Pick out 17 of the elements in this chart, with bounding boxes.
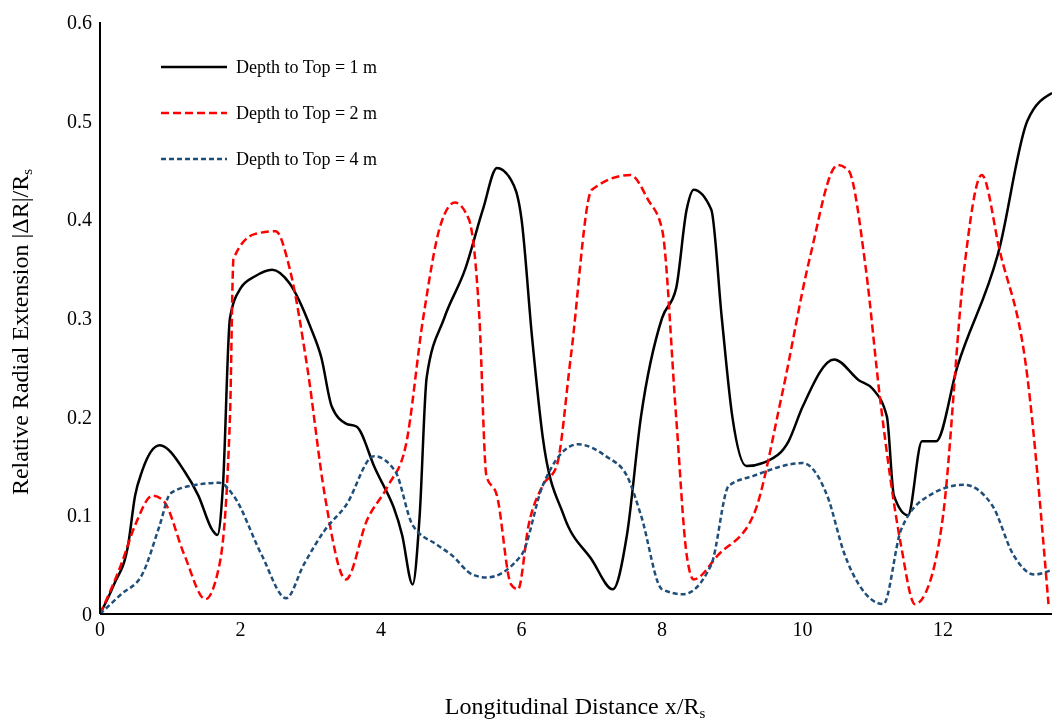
y-tick-label: 0.2 (67, 405, 92, 428)
x-tick-label: 4 (376, 618, 387, 641)
legend-label: Depth to Top = 1 m (236, 56, 378, 78)
x-tick-label: 8 (657, 618, 668, 641)
y-tick-label: 0.6 (67, 11, 92, 34)
x-tick-label: 6 (516, 618, 527, 641)
y-tick-label: 0 (82, 603, 92, 626)
x-tick-label: 2 (235, 618, 246, 641)
x-tick-label: 12 (933, 618, 954, 641)
y-tick-label: 0.5 (67, 109, 92, 132)
legend-label: Depth to Top = 4 m (236, 148, 378, 170)
x-tick-label: 10 (792, 618, 813, 641)
y-tick-label: 0.3 (67, 307, 92, 330)
x-axis-title: Longitudinal Distance x/R$_{s}$ (444, 693, 706, 721)
y-tick-label: 0.4 (67, 208, 92, 231)
y-tick-label: 0.1 (67, 504, 92, 527)
legend-label: Depth to Top = 2 m (236, 102, 378, 124)
